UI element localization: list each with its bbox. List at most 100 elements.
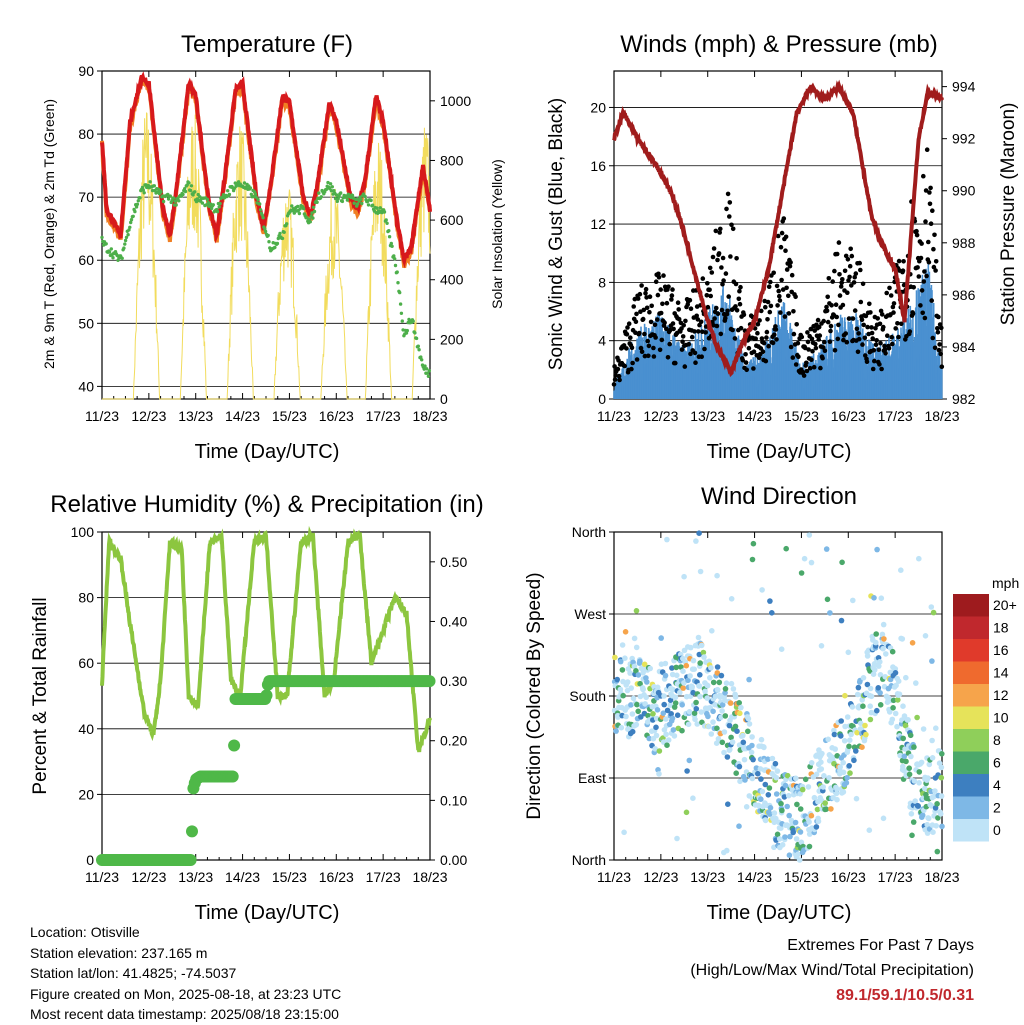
wind-gust-point [804,368,810,374]
wind-gust-point [826,276,832,281]
wind-gust-point [851,280,857,285]
dewpoint-point [218,201,222,206]
dewpoint-point [416,344,420,348]
direction-point [871,667,878,673]
wind-gust-point [849,283,854,288]
wind-gust-point [651,354,657,359]
wind-gust-point [653,335,658,340]
dewpoint-point [297,211,302,216]
y2-tick-label: 986 [952,287,976,303]
dewpoint-point [425,371,430,375]
y-tick-label: 80 [78,590,94,606]
direction-point [690,795,696,801]
direction-point [759,587,765,593]
direction-point [631,663,638,670]
direction-point [644,679,650,685]
wind-gust-point [911,285,916,290]
wind-gust-point [893,326,898,331]
wind-gust-point [765,317,770,322]
dewpoint-point [183,189,188,194]
dewpoint-point [335,199,339,204]
direction-point [723,680,730,686]
wind-gust-point [882,343,887,349]
wind-gust-point [827,339,833,345]
direction-point [725,801,731,807]
direction-point [713,740,720,746]
wind-gust-point [859,317,865,323]
wind-gust-point [616,358,621,363]
dewpoint-point [136,199,140,203]
direction-point [769,610,775,616]
wind-gust-point [890,341,895,347]
direction-point [693,538,699,544]
wind-gust-point [616,373,622,379]
direction-point [716,679,723,686]
y-tick-label: 0 [598,391,606,407]
direction-point [774,768,781,774]
direction-point [845,649,852,656]
direction-point [929,755,936,761]
direction-point [895,678,902,684]
dewpoint-point [111,256,115,260]
direction-point [736,700,742,706]
direction-point [771,810,778,816]
direction-point [684,768,690,774]
wind-gust-point [719,265,724,270]
wind-gust-point [676,307,681,312]
direction-point [762,817,769,824]
dewpoint-point [417,348,421,352]
wind-gust-point [881,324,886,330]
wind-gust-point [744,367,749,373]
wind-gust-point [637,330,642,336]
dewpoint-point [398,302,403,306]
wind-gust-point [932,345,938,351]
wind-gust-point [732,336,738,341]
x-tick-label: 13/23 [178,408,213,424]
dewpoint-point [389,241,393,246]
wind-gust-point [922,269,927,274]
direction-point [701,654,707,660]
dewpoint-point [253,192,258,196]
direction-point [630,695,637,702]
wind-gust-point [830,279,835,284]
direction-point [733,770,739,776]
station-elevation: Station elevation: 237.165 m [30,944,208,961]
temp-2m-line [100,71,432,269]
dewpoint-point [427,369,431,373]
direction-point [926,761,933,768]
direction-point [621,829,627,836]
direction-point [693,699,699,706]
wind-gust-point [631,304,636,309]
dewpoint-point [217,205,221,209]
direction-point [746,676,752,683]
direction-point [613,728,619,734]
direction-point [939,751,945,757]
wind-gust-point [779,230,785,236]
y-tick-label: 12 [590,216,606,232]
direction-point [656,771,662,777]
direction-point [614,676,620,683]
direction-point [679,727,685,734]
wind-gust-point [657,347,663,353]
x-tick-label: 13/23 [690,869,725,885]
dewpoint-point [371,203,375,207]
wind-gust-point [786,311,792,316]
dewpoint-point [278,231,282,236]
wind-gust-point [794,322,799,327]
x-tick-label: 12/23 [131,869,166,885]
wind-gust-point [891,310,896,315]
x-tick-label: 15/23 [272,408,307,424]
dewpoint-point [292,211,296,215]
direction-point [714,725,720,732]
direction-point [738,704,744,711]
direction-point [874,707,880,714]
wind-gust-point [790,355,796,360]
direction-point [674,712,681,718]
direction-point [687,644,694,651]
dewpoint-point [425,367,429,371]
direction-point [895,697,901,703]
direction-point [686,709,693,715]
wind-gust-point [930,335,936,341]
direction-point [822,800,828,806]
direction-point [708,665,714,671]
